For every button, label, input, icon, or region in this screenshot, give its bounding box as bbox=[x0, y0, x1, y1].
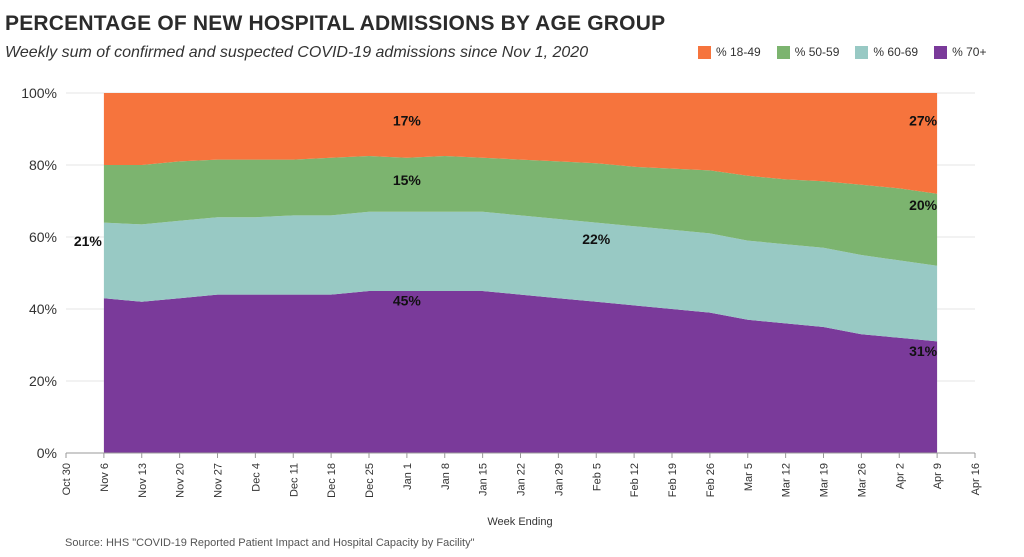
x-tick-label: Mar 19 bbox=[819, 463, 831, 497]
x-tick-label: Nov 6 bbox=[99, 463, 111, 492]
area-18-49 bbox=[103, 93, 938, 194]
x-tick-label: Nov 20 bbox=[175, 463, 187, 498]
legend: % 18-49 % 50-59 % 60-69 % 70+ bbox=[698, 45, 986, 59]
legend-label-60-69: % 60-69 bbox=[873, 45, 919, 59]
data-label: 21% bbox=[74, 233, 103, 249]
data-label: 45% bbox=[393, 292, 422, 308]
legend-item-18-49[interactable]: % 18-49 bbox=[698, 45, 761, 59]
legend-swatch-70plus bbox=[934, 45, 948, 59]
x-tick-label: Dec 11 bbox=[288, 463, 300, 497]
x-tick-label: Jan 29 bbox=[553, 463, 565, 496]
legend-label-70plus: % 70+ bbox=[952, 45, 987, 59]
data-label: 22% bbox=[582, 231, 611, 247]
x-tick-label: Nov 13 bbox=[137, 463, 149, 498]
area-50-59 bbox=[103, 156, 938, 266]
area-60-69 bbox=[103, 211, 938, 342]
chart-subtitle: Weekly sum of confirmed and suspected CO… bbox=[5, 44, 589, 61]
data-label: 15% bbox=[393, 172, 422, 188]
legend-item-60-69[interactable]: % 60-69 bbox=[855, 45, 918, 59]
legend-swatch-18-49 bbox=[698, 45, 711, 59]
x-tick-label: Oct 30 bbox=[61, 463, 73, 495]
legend-swatch-50-59 bbox=[776, 45, 790, 59]
x-tick-label: Jan 22 bbox=[516, 463, 528, 496]
x-tick-label: Dec 4 bbox=[250, 463, 262, 492]
y-tick-label: 80% bbox=[29, 157, 57, 173]
y-tick-label: 40% bbox=[29, 301, 57, 317]
x-tick-label: Jan 8 bbox=[440, 463, 452, 490]
area-70plus bbox=[103, 291, 938, 453]
x-tick-label: Apr 16 bbox=[970, 463, 982, 495]
x-tick-label: Mar 12 bbox=[781, 463, 793, 497]
y-tick-label: 0% bbox=[37, 445, 57, 461]
legend-item-70plus[interactable]: % 70+ bbox=[934, 45, 986, 59]
legend-label-50-59: % 50-59 bbox=[794, 45, 840, 59]
legend-swatch-60-69 bbox=[855, 45, 869, 59]
legend-item-50-59[interactable]: % 50-59 bbox=[776, 45, 840, 59]
x-tick-label: Dec 18 bbox=[326, 463, 338, 498]
data-label: 27% bbox=[909, 112, 938, 128]
y-tick-label: 20% bbox=[29, 373, 57, 389]
y-tick-label: 100% bbox=[21, 85, 57, 101]
source-note: Source: HHS "COVID-19 Reported Patient I… bbox=[65, 537, 475, 549]
x-tick-label: Mar 5 bbox=[743, 463, 755, 491]
x-tick-label: Feb 19 bbox=[667, 463, 679, 497]
y-tick-label: 60% bbox=[29, 229, 57, 245]
x-tick-label: Mar 26 bbox=[856, 463, 868, 497]
stacked-area-chart: 0% 20% 40% 60% 80% 100% Oct 30 Nov 6 Nov 13 Nov 2… bbox=[21, 85, 982, 528]
data-label: 20% bbox=[909, 197, 938, 213]
x-tick-label: Dec 25 bbox=[364, 463, 376, 498]
legend-label-18-49: % 18-49 bbox=[716, 45, 761, 59]
data-label: 31% bbox=[909, 343, 938, 359]
x-tick-label: Jan 1 bbox=[402, 463, 414, 490]
x-tick-label: Feb 5 bbox=[591, 463, 603, 491]
x-axis-title: Week Ending bbox=[487, 516, 552, 528]
x-tick-label: Feb 12 bbox=[629, 463, 641, 497]
x-tick-label: Jan 15 bbox=[478, 463, 490, 496]
x-tick-label: Nov 27 bbox=[213, 463, 225, 498]
data-label: 17% bbox=[393, 112, 422, 128]
chart-title: PERCENTAGE OF NEW HOSPITAL ADMISSIONS BY… bbox=[5, 12, 666, 35]
x-tick-label: Apr 9 bbox=[932, 463, 944, 489]
x-tick-label: Feb 26 bbox=[705, 463, 717, 497]
x-tick-label: Apr 2 bbox=[894, 463, 906, 489]
